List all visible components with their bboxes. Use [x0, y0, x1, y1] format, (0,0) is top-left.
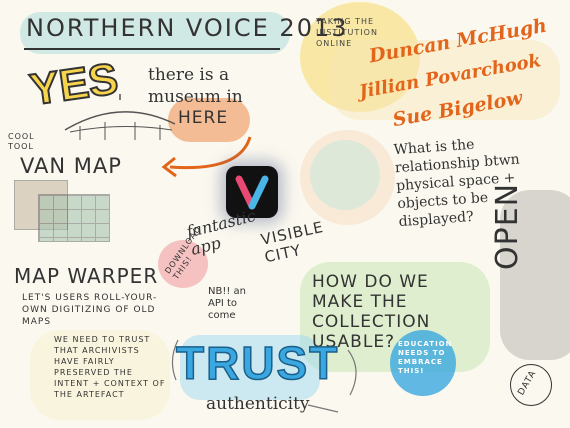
subtitle-circle: [300, 2, 420, 112]
teal-circle: [310, 140, 380, 210]
map-warper-description: LET'S USERS ROLL-YOUR-OWN DIGITIZING OF …: [22, 293, 158, 327]
trust-text: TRUST: [175, 336, 340, 390]
museum-tent-drawing: [64, 94, 176, 140]
gray-right-wash: [500, 190, 570, 360]
page-title: NORTHERN VOICE 2013: [26, 14, 349, 42]
education-note: EDUCATION NEEDS TO EMBRACE THIS!: [398, 340, 453, 375]
title-underline: [24, 48, 280, 50]
subtitle: TAKING THE INSTITUTION ONLINE: [316, 17, 378, 48]
map-square-2: [38, 194, 110, 242]
data-circle: [510, 364, 552, 406]
blue-circle: [390, 330, 456, 396]
authenticity-text: authenticity: [206, 394, 310, 414]
trust-wash: [180, 335, 320, 400]
visible-city-app-icon: [226, 166, 278, 218]
van-map-label: VAN MAP: [20, 154, 122, 178]
open-label: OPEN: [490, 182, 525, 270]
here-label: HERE: [178, 108, 229, 128]
relationship-question: What is the relationship btwn physical s…: [393, 136, 521, 231]
curved-arrow: [161, 136, 252, 178]
trust-arrows: [171, 339, 357, 413]
here-wash: [168, 98, 250, 142]
pink-wash: [158, 240, 208, 288]
trust-note: WE NEED TO TRUST THAT ARCHIVISTS HAVE FA…: [54, 335, 166, 399]
title-wash: [20, 12, 290, 54]
api-note: NB!! an API to come: [208, 286, 247, 321]
cool-tool-label: COOL TOOL: [8, 132, 35, 151]
speakers-wash: [330, 40, 560, 120]
yellow-pale-wash: [30, 330, 170, 420]
visible-city-text: VISIBLE CITY: [259, 217, 326, 267]
museum-text: there is a museum in: [148, 65, 243, 107]
collection-question: HOW DO WE MAKE THE COLLECTION USABLE?: [312, 272, 431, 352]
map-warper-label: MAP WARPER: [14, 264, 159, 288]
